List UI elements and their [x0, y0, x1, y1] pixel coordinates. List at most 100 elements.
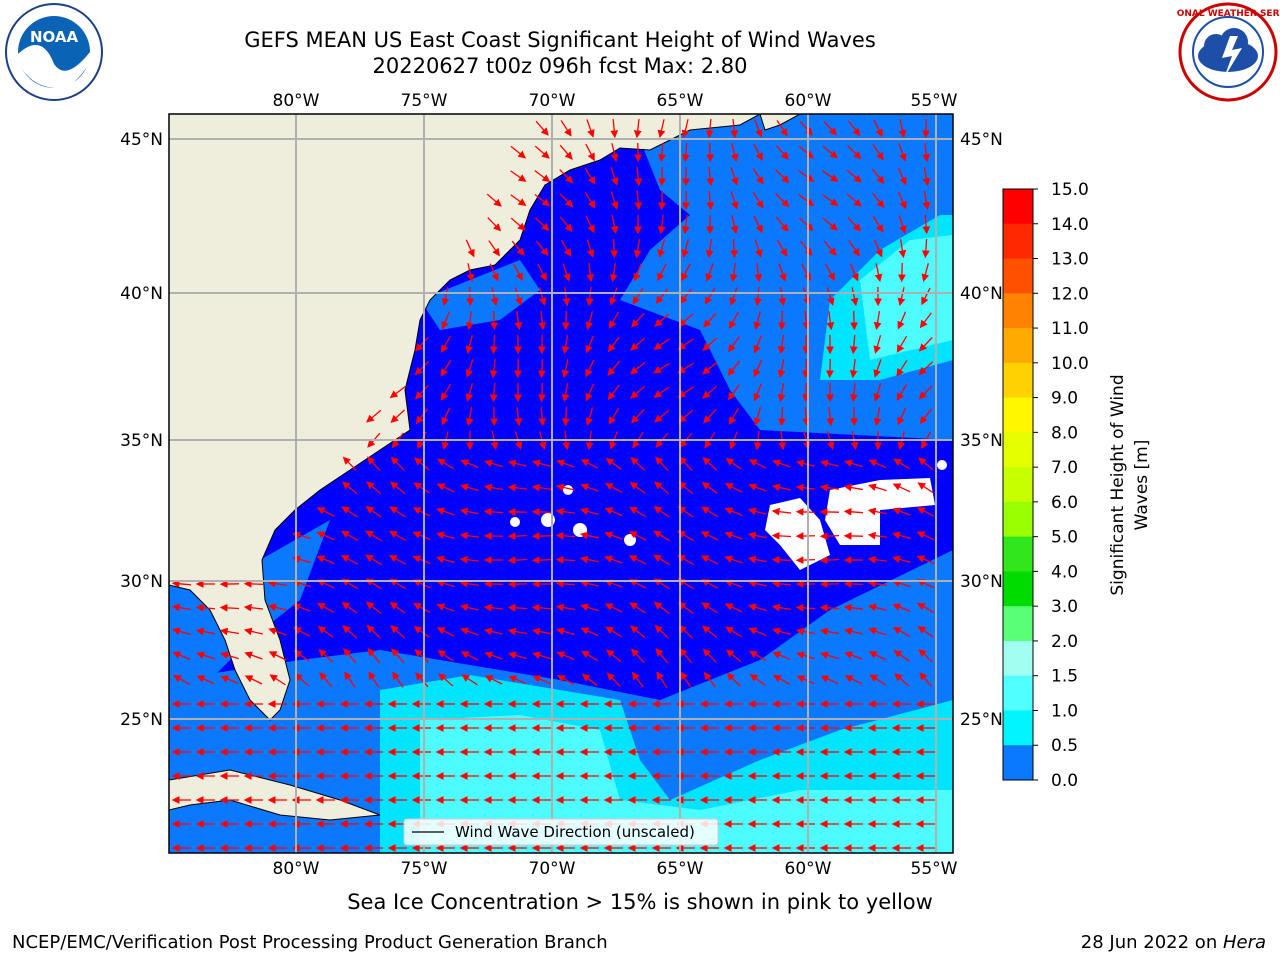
wave-direction-arrow: [562, 263, 571, 282]
wave-direction-arrow: [777, 359, 786, 379]
wave-direction-arrow: [681, 142, 690, 163]
lat-label: 40°N: [120, 284, 163, 304]
colorbar-tick-label: 7.0: [1051, 458, 1078, 478]
wave-direction-arrow: [243, 580, 264, 588]
wave-direction-arrow: [538, 310, 547, 331]
wave-direction-arrow: [874, 263, 883, 283]
wave-direction-arrow: [919, 672, 933, 688]
colorbar-band: [1003, 432, 1033, 468]
wave-direction-arrow: [244, 651, 263, 660]
wave-direction-arrow: [703, 671, 716, 688]
wave-direction-arrow: [701, 481, 718, 494]
chart-subtitle: 20220627 t00z 096h fcst Max: 2.80: [372, 54, 748, 78]
wave-direction-arrow: [413, 602, 431, 614]
wave-direction-arrow: [922, 142, 931, 163]
wave-direction-arrow: [653, 601, 670, 614]
wave-direction-arrow: [172, 651, 191, 661]
wave-direction-arrow: [413, 482, 430, 494]
wave-direction-arrow: [484, 675, 503, 685]
wave-direction-arrow: [847, 145, 862, 160]
wave-direction-arrow: [414, 457, 430, 471]
wave-direction-arrow: [869, 674, 886, 686]
wave-direction-arrow: [559, 193, 574, 208]
wave-direction-arrow: [629, 506, 647, 518]
wave-direction-arrow: [534, 217, 550, 231]
wave-direction-arrow: [850, 287, 859, 307]
wave-direction-arrow: [534, 194, 551, 207]
wave-direction-arrow: [848, 120, 861, 137]
wave-direction-arrow: [630, 456, 646, 471]
wave-direction-arrow: [653, 362, 670, 374]
wave-direction-arrow: [724, 555, 743, 564]
wave-direction-arrow: [843, 603, 864, 612]
sea-ice-note: Sea Ice Concentration > 15% is shown in …: [347, 890, 933, 914]
wave-direction-arrow: [317, 602, 335, 614]
wave-direction-arrow: [531, 483, 552, 492]
wave-direction-arrow: [844, 675, 863, 685]
wave-direction-arrow: [534, 170, 551, 183]
wave-direction-arrow: [465, 335, 474, 354]
wave-direction-arrow: [798, 194, 815, 207]
wave-direction-arrow: [677, 601, 694, 614]
wave-direction-arrow: [729, 287, 738, 306]
wave-direction-arrow: [437, 650, 454, 662]
wave-direction-arrow: [412, 555, 431, 565]
wave-direction-arrow: [706, 142, 714, 163]
wave-direction-arrow: [581, 650, 599, 662]
wave-direction-arrow: [414, 361, 429, 376]
wave-direction-arrow: [922, 167, 931, 187]
wave-direction-arrow: [918, 457, 934, 471]
wave-direction-arrow: [607, 336, 620, 353]
lon-label: 60°W: [785, 91, 832, 111]
wave-direction-arrow: [389, 530, 407, 542]
wave-direction-arrow: [653, 506, 670, 518]
legend-label: Wind Wave Direction (unscaled): [455, 823, 695, 841]
colorbar-tick-label: 0.5: [1051, 736, 1078, 756]
wave-direction-arrow: [918, 385, 933, 400]
lon-label: 55°W: [911, 859, 958, 879]
wave-direction-arrow: [534, 145, 550, 159]
wave-direction-arrow: [873, 119, 883, 138]
colorbar-band: [1003, 293, 1033, 329]
wave-direction-arrow: [580, 507, 599, 516]
wave-direction-arrow: [630, 337, 646, 351]
wave-direction-arrow: [414, 648, 430, 663]
wave-direction-arrow: [631, 312, 645, 328]
wave-direction-arrow: [775, 169, 790, 184]
wave-direction-arrow: [267, 579, 287, 588]
wave-direction-arrow: [777, 406, 786, 427]
wave-direction-arrow: [725, 626, 742, 638]
wave-direction-arrow: [532, 675, 551, 685]
wave-direction-arrow: [580, 603, 599, 612]
wave-direction-arrow: [677, 506, 694, 518]
colorbar-tick-label: 1.5: [1051, 667, 1078, 687]
lon-label: 75°W: [401, 859, 448, 879]
wave-direction-arrow: [727, 360, 741, 377]
lat-labels-right: 45°N 40°N 35°N 30°N 25°N: [960, 130, 1003, 730]
wave-direction-arrow: [897, 167, 907, 186]
wave-direction-arrow: [538, 406, 547, 427]
wave-direction-arrow: [585, 407, 594, 426]
wave-direction-arrow: [195, 627, 215, 636]
wave-direction-arrow: [726, 672, 741, 687]
wave-direction-arrow: [556, 627, 575, 636]
wave-direction-arrow: [436, 555, 455, 564]
colorbar-band: [1003, 675, 1033, 711]
wave-direction-arrow: [753, 311, 762, 330]
wave-direction-arrow: [460, 627, 479, 636]
wave-direction-arrow: [826, 310, 835, 331]
wave-direction-arrow: [679, 648, 693, 664]
wave-direction-arrow: [342, 625, 358, 639]
wave-direction-arrow: [436, 603, 455, 612]
wave-direction-arrow: [219, 603, 240, 612]
wave-direction-arrow: [819, 556, 840, 565]
wave-direction-arrow: [892, 531, 911, 540]
wave-direction-arrow: [728, 407, 740, 425]
wave-direction-arrow: [560, 239, 572, 257]
colorbar-tick-label: 14.0: [1051, 215, 1089, 235]
wave-direction-arrow: [365, 506, 382, 518]
wave-direction-arrow: [682, 190, 690, 211]
wave-direction-arrow: [390, 625, 406, 639]
wave-direction-arrow: [897, 287, 906, 307]
wave-direction-arrow: [922, 191, 931, 211]
